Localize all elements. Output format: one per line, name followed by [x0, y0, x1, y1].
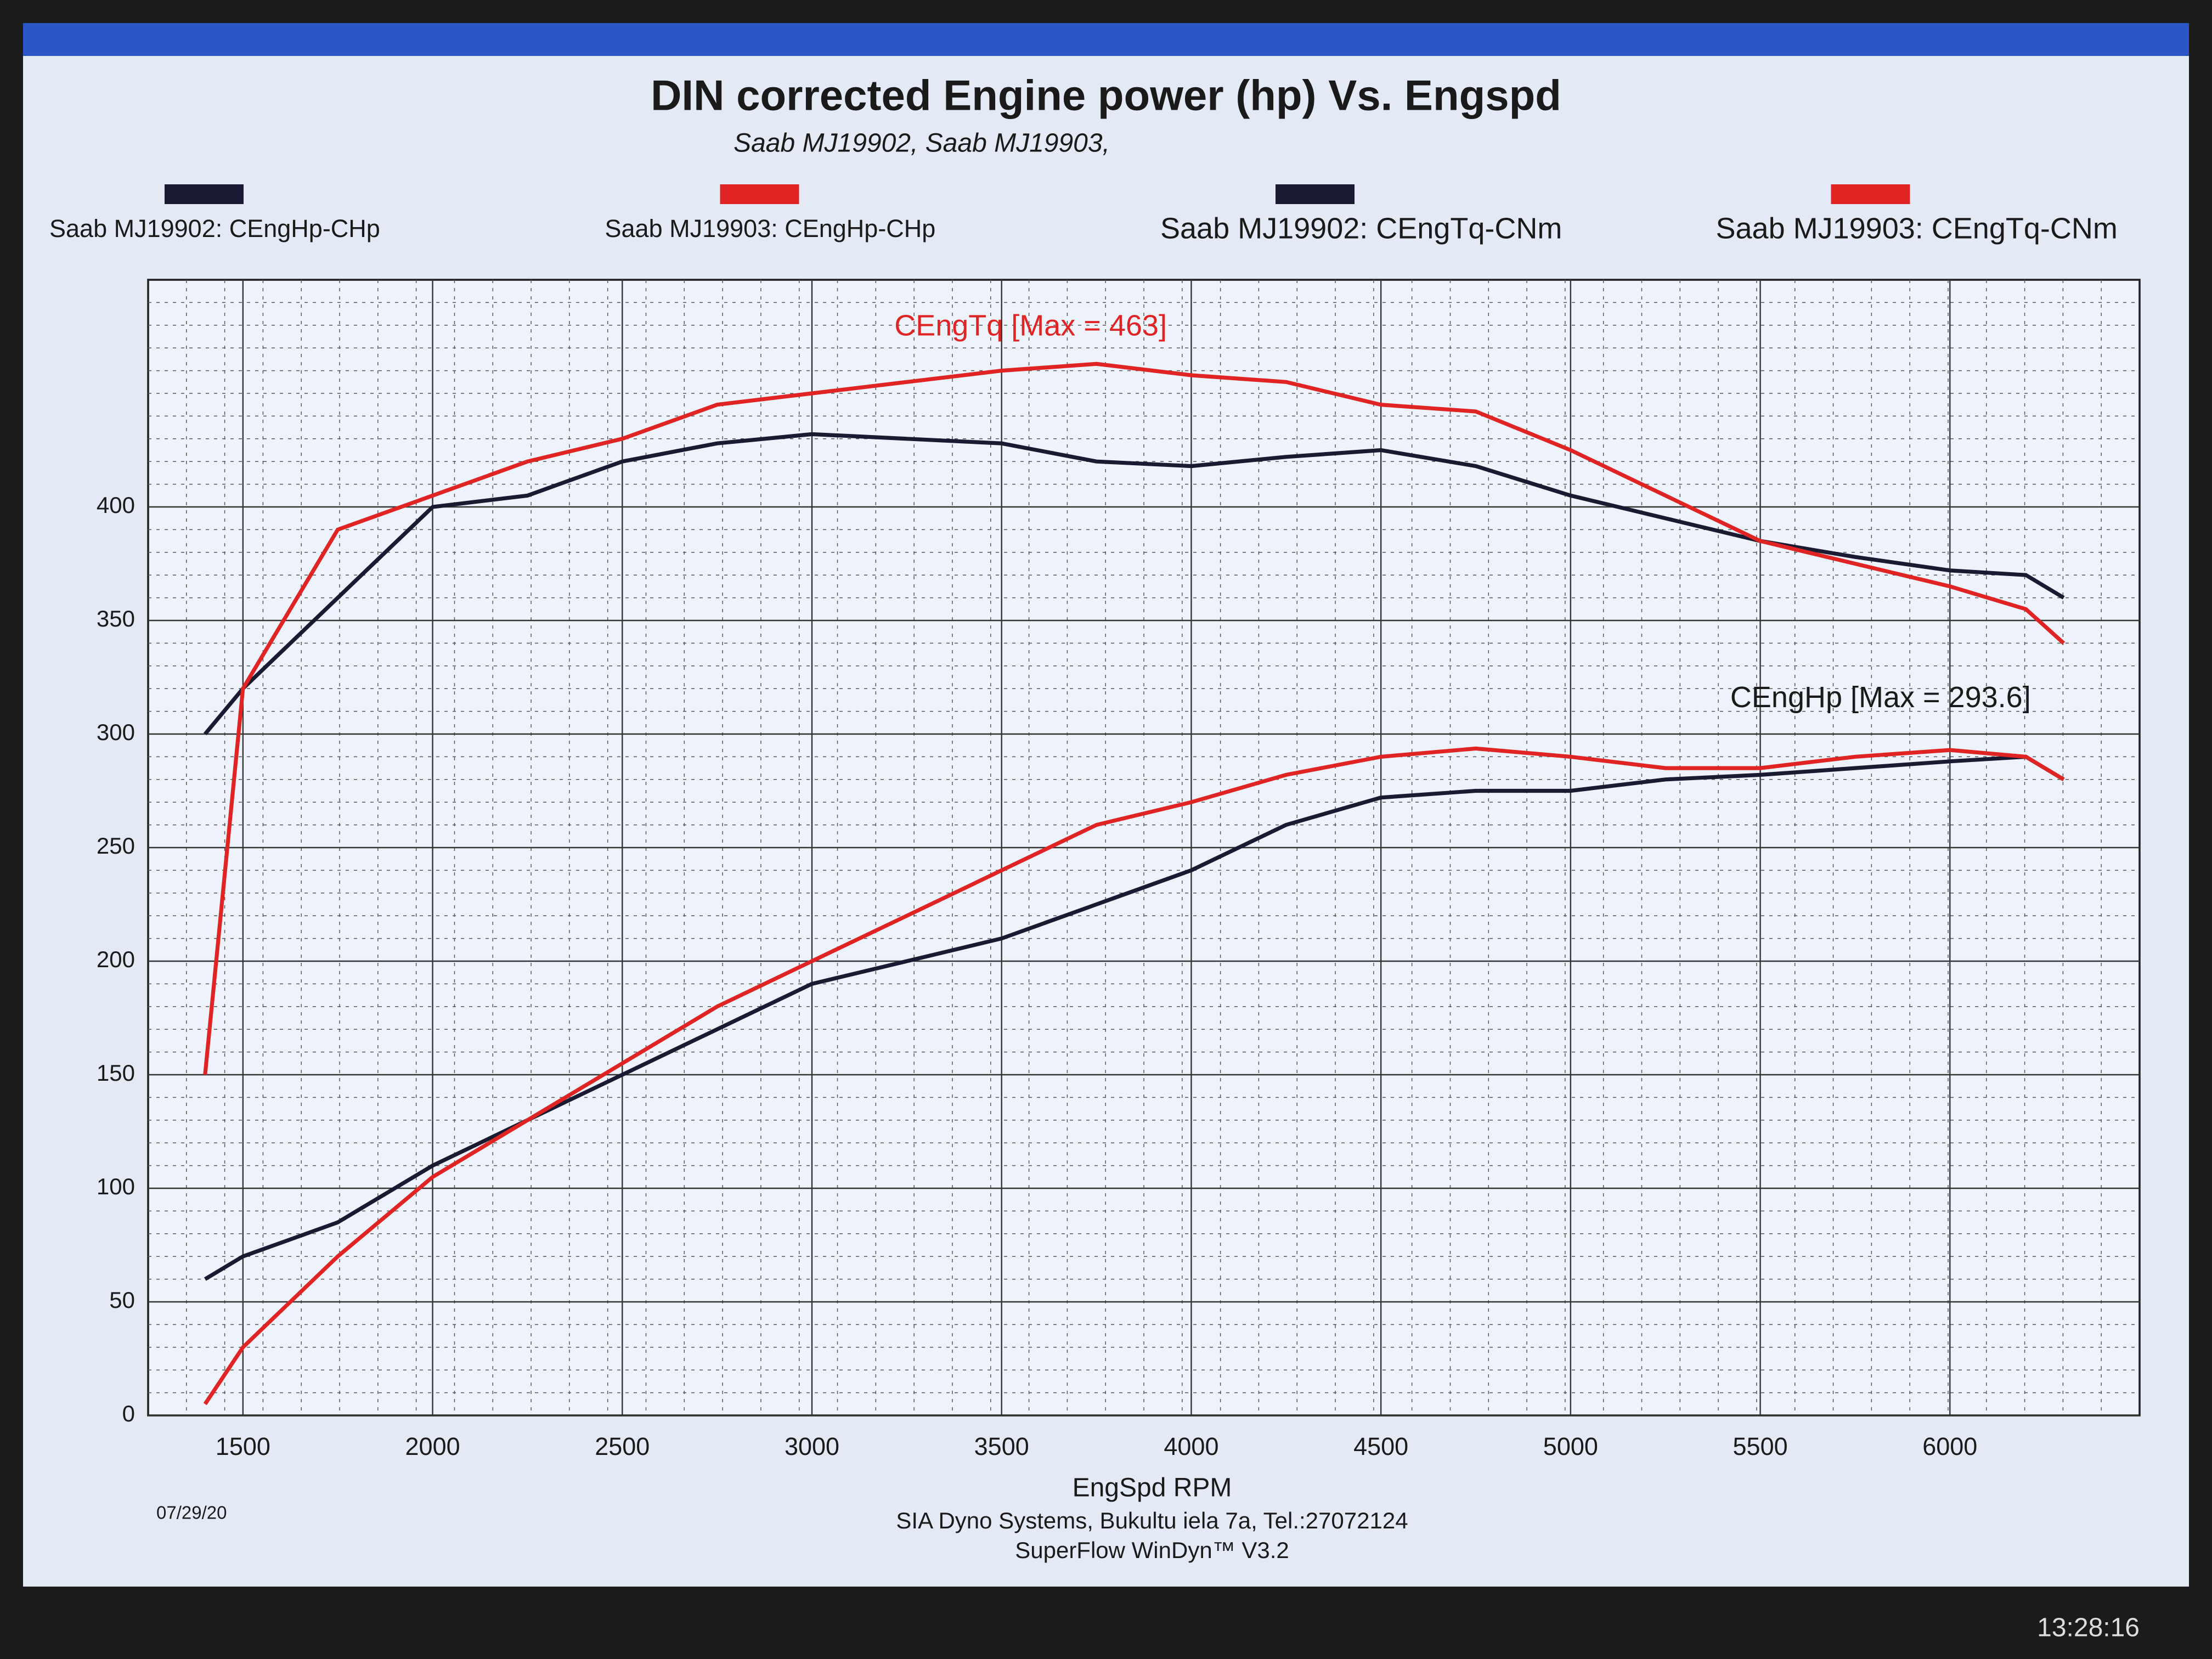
x-tick-label: 3000 — [785, 1432, 839, 1460]
window-title-bar — [23, 23, 2189, 56]
legend-label: Saab MJ19902: CEngTq-CNm — [1160, 212, 1562, 245]
x-tick-label: 5000 — [1543, 1432, 1598, 1460]
company: SIA Dyno Systems, Bukultu iela 7a, Tel.:… — [896, 1508, 1408, 1533]
y-tick-label: 300 — [97, 719, 135, 745]
annotation: CEngHp [Max = 293.6] — [1730, 681, 2031, 714]
x-tick-label: 1500 — [216, 1432, 270, 1460]
series-line — [204, 432, 2065, 736]
y-tick-label: 350 — [97, 606, 135, 631]
chart-title: DIN corrected Engine power (hp) Vs. Engs… — [651, 71, 1561, 120]
x-tick-label: 5500 — [1733, 1432, 1788, 1460]
y-tick-label: 150 — [97, 1060, 135, 1086]
x-tick-label: 3500 — [974, 1432, 1029, 1460]
clock: 13:28:16 — [2037, 1613, 2140, 1643]
legend-label: Saab MJ19903: CEngHp-CHp — [605, 215, 936, 242]
annotation: CEngTq [Max = 463] — [894, 309, 1167, 342]
y-tick-label: 200 — [97, 946, 135, 972]
chart-subtitle: Saab MJ19902, Saab MJ19903, — [733, 129, 1110, 158]
date: 07/29/20 — [156, 1503, 227, 1523]
x-tick-label: 6000 — [1922, 1432, 1977, 1460]
legend-swatch — [165, 184, 244, 204]
x-tick-label: 4000 — [1164, 1432, 1218, 1460]
series-line — [203, 746, 2065, 1406]
software: SuperFlow WinDyn™ V3.2 — [1015, 1537, 1289, 1563]
legend-swatch — [1276, 184, 1355, 204]
legend-label: Saab MJ19902: CEngHp-CHp — [49, 215, 380, 242]
legend-swatch — [720, 184, 799, 204]
legend-label: Saab MJ19903: CEngTq-CNm — [1716, 212, 2118, 245]
x-axis-label: EngSpd RPM — [1073, 1474, 1232, 1503]
y-tick-label: 100 — [97, 1173, 135, 1199]
y-tick-label: 50 — [109, 1287, 135, 1313]
legend-swatch — [1831, 184, 1910, 204]
x-tick-label: 2000 — [405, 1432, 460, 1460]
x-tick-label: 2500 — [595, 1432, 650, 1460]
series-line — [204, 754, 2065, 1281]
x-tick-label: 4500 — [1353, 1432, 1408, 1460]
series-line — [203, 362, 2066, 1075]
y-tick-label: 250 — [97, 833, 135, 859]
y-tick-label: 400 — [97, 492, 135, 518]
y-tick-label: 0 — [122, 1401, 135, 1426]
